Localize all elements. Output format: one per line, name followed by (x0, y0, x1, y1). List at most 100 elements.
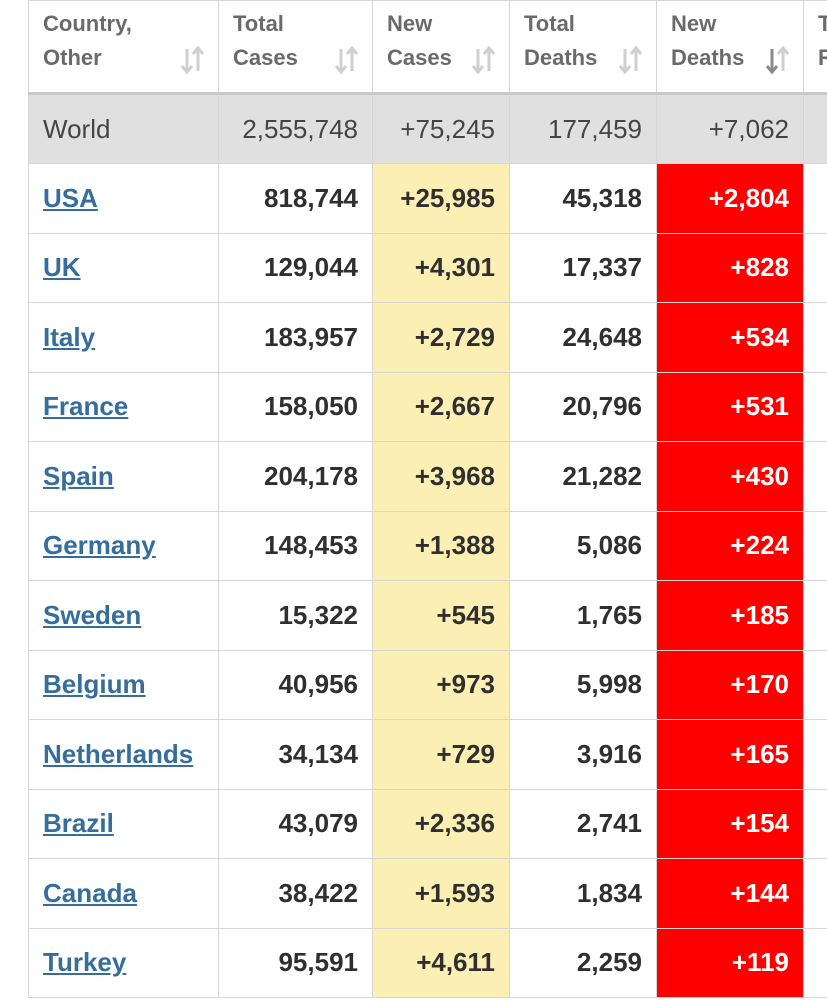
total-deaths: 17,337 (509, 232, 657, 303)
header-text: New (671, 11, 717, 36)
header-text: Country, (43, 11, 132, 36)
total-deaths: 3,916 (509, 719, 657, 790)
new-cases: +1,388 (372, 510, 510, 581)
new-deaths: +2,804 (656, 163, 804, 234)
new-cases: +2,336 (372, 788, 510, 859)
total-cases: 34,134 (218, 719, 373, 790)
header-text: T (818, 11, 827, 36)
new-deaths: +144 (656, 858, 804, 929)
country-row: Canada 38,422 +1,593 1,834 +144 (28, 858, 827, 929)
total-cases: 183,957 (218, 302, 373, 373)
country-row: Netherlands 34,134 +729 3,916 +165 (28, 719, 827, 790)
total-cases: 158,050 (218, 371, 373, 442)
new-cases: +25,985 (372, 163, 510, 234)
cell (803, 858, 827, 929)
new-deaths: +531 (656, 371, 804, 442)
table-body: World 2,555,748 +75,245 177,459 +7,062 USA 818… (28, 93, 827, 998)
total-deaths: 1,765 (509, 580, 657, 651)
column-header[interactable]: Total Cases (218, 0, 373, 95)
world-row: World 2,555,748 +75,245 177,459 +7,062 (28, 93, 827, 164)
stats-table: Country, Other Total Cases New Cases Total Deat… (28, 0, 827, 998)
country-link[interactable]: Italy (43, 321, 96, 352)
column-header[interactable]: Country, Other (28, 0, 219, 95)
total-deaths: 24,648 (509, 302, 657, 373)
new-deaths: +430 (656, 441, 804, 512)
total-cases: 95,591 (218, 927, 373, 998)
country-row: Turkey 95,591 +4,611 2,259 +119 (28, 927, 827, 998)
total-cases: 40,956 (218, 649, 373, 720)
country-cell: Brazil (28, 788, 219, 859)
cell (803, 788, 827, 859)
total-deaths: 177,459 (509, 93, 657, 164)
cell (803, 302, 827, 373)
country-link[interactable]: Turkey (43, 947, 127, 978)
country-cell: Sweden (28, 580, 219, 651)
country-cell: Turkey (28, 927, 219, 998)
total-cases: 43,079 (218, 788, 373, 859)
country-link[interactable]: USA (43, 182, 98, 213)
total-deaths: 2,259 (509, 927, 657, 998)
country-row: Sweden 15,322 +545 1,765 +185 (28, 580, 827, 651)
column-header[interactable]: Total Deaths (509, 0, 657, 95)
new-deaths: +119 (656, 927, 804, 998)
sort-icon[interactable] (334, 45, 360, 75)
header-text: Total (524, 11, 575, 36)
header-text: Deaths (524, 45, 598, 70)
table-container: Country, Other Total Cases New Cases Total Deat… (28, 0, 827, 1000)
sort-icon[interactable] (180, 45, 206, 75)
total-cases: 818,744 (218, 163, 373, 234)
total-deaths: 20,796 (509, 371, 657, 442)
country-cell: Germany (28, 510, 219, 581)
country-link[interactable]: Belgium (43, 669, 146, 700)
cell (803, 927, 827, 998)
header-text: Deaths (671, 45, 745, 70)
country-row: Germany 148,453 +1,388 5,086 +224 (28, 510, 827, 581)
new-cases: +729 (372, 719, 510, 790)
country-link[interactable]: Netherlands (43, 738, 194, 769)
country-link[interactable]: Germany (43, 530, 156, 561)
country-cell: Spain (28, 441, 219, 512)
new-deaths: +224 (656, 510, 804, 581)
country-link[interactable]: UK (43, 252, 81, 283)
cell (803, 93, 827, 164)
total-cases: 148,453 (218, 510, 373, 581)
country-cell: Netherlands (28, 719, 219, 790)
total-cases: 129,044 (218, 232, 373, 303)
total-cases: 38,422 (218, 858, 373, 929)
cell (803, 510, 827, 581)
header-row: Country, Other Total Cases New Cases Total Deat… (28, 0, 827, 95)
sort-icon[interactable] (618, 45, 644, 75)
country-row: Brazil 43,079 +2,336 2,741 +154 (28, 788, 827, 859)
header-text: Total (233, 11, 284, 36)
header-text: Other (43, 45, 102, 70)
country-link[interactable]: Canada (43, 877, 137, 908)
column-header[interactable]: New Cases (372, 0, 510, 95)
header-text: R (818, 45, 827, 70)
cell (803, 580, 827, 651)
new-cases: +3,968 (372, 441, 510, 512)
new-cases: +75,245 (372, 93, 510, 164)
country-cell: USA (28, 163, 219, 234)
total-cases: 15,322 (218, 580, 373, 651)
country-cell: Belgium (28, 649, 219, 720)
header-text: Cases (233, 45, 298, 70)
sort-icon[interactable] (471, 45, 497, 75)
cell (803, 719, 827, 790)
country-link[interactable]: Spain (43, 460, 114, 491)
column-header[interactable]: New Deaths (656, 0, 804, 95)
country-cell: UK (28, 232, 219, 303)
new-deaths: +7,062 (656, 93, 804, 164)
cell (803, 441, 827, 512)
new-cases: +545 (372, 580, 510, 651)
country-link[interactable]: France (43, 391, 129, 422)
new-deaths: +165 (656, 719, 804, 790)
country-link[interactable]: Brazil (43, 808, 114, 839)
new-cases: +4,611 (372, 927, 510, 998)
sort-icon[interactable] (765, 45, 791, 75)
cell (803, 163, 827, 234)
new-deaths: +154 (656, 788, 804, 859)
country-link[interactable]: Sweden (43, 599, 142, 630)
new-cases: +2,667 (372, 371, 510, 442)
